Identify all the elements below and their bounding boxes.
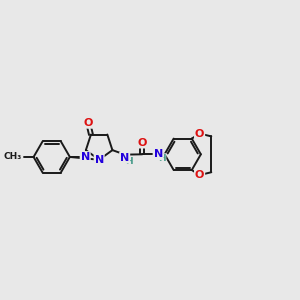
Text: CH₃: CH₃ xyxy=(3,152,22,161)
Text: N: N xyxy=(81,152,90,162)
Text: O: O xyxy=(138,138,147,148)
Text: N: N xyxy=(120,153,129,163)
Text: N: N xyxy=(94,155,104,165)
Text: O: O xyxy=(195,129,204,139)
Text: O: O xyxy=(83,118,93,128)
Text: O: O xyxy=(195,170,204,180)
Text: N: N xyxy=(154,149,163,159)
Text: H: H xyxy=(158,154,166,163)
Text: H: H xyxy=(125,157,132,166)
